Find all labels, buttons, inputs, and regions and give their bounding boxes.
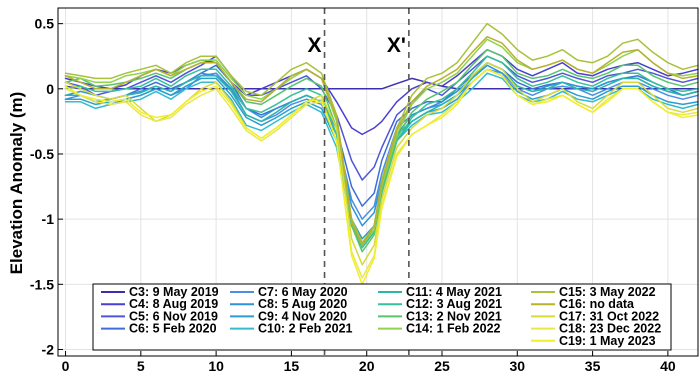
y-tick-label: -2 xyxy=(42,341,55,357)
legend-label: C11: 4 May 2021 xyxy=(406,285,502,299)
legend-label: C10: 2 Feb 2021 xyxy=(258,322,353,336)
x-tick-label: 5 xyxy=(137,358,145,374)
y-axis-label: Elevation Anomaly (m) xyxy=(7,92,26,275)
legend-label: C14: 1 Feb 2022 xyxy=(406,322,501,336)
legend-label: C19: 1 May 2023 xyxy=(559,334,656,348)
x-tick-label: 20 xyxy=(359,358,375,374)
marker-label: X xyxy=(308,34,322,57)
x-tick-label: 30 xyxy=(510,358,526,374)
x-tick-label: 15 xyxy=(284,358,300,374)
legend-label: C16: no data xyxy=(559,297,635,311)
x-tick-label: 25 xyxy=(434,358,450,374)
legend-label: C12: 3 Aug 2021 xyxy=(406,297,502,311)
y-tick-label: 0 xyxy=(46,81,54,97)
y-tick-label: -1.5 xyxy=(30,276,54,292)
legend-label: C9: 4 Nov 2020 xyxy=(258,309,347,323)
x-tick-label: 40 xyxy=(660,358,676,374)
legend-label: C8: 5 Aug 2020 xyxy=(258,297,347,311)
plot-frame xyxy=(57,7,699,357)
series-line xyxy=(64,68,699,286)
legend-label: C5: 6 Nov 2019 xyxy=(129,309,218,323)
y-tick-label: -1 xyxy=(42,211,55,227)
legend-label: C3: 9 May 2019 xyxy=(129,285,219,299)
series-line xyxy=(64,55,699,181)
series-line xyxy=(64,48,699,253)
x-tick-label: 35 xyxy=(585,358,601,374)
series-lines xyxy=(64,22,699,286)
legend-label: C18: 23 Dec 2022 xyxy=(559,322,661,336)
legend-label: C4: 8 Aug 2019 xyxy=(129,297,218,311)
axis-ticks: 0 5 10 15 20 25 30 35 40 0.5 0 -0.5 -1 -1.5 -2 xyxy=(30,16,676,374)
legend-label: C15: 3 May 2022 xyxy=(559,285,656,299)
x-tick-label: 0 xyxy=(62,358,70,374)
y-tick-label: -0.5 xyxy=(30,146,54,162)
y-tick-label: 0.5 xyxy=(35,16,55,32)
legend-label: C6: 5 Feb 2020 xyxy=(129,322,217,336)
legend-label: C17: 31 Oct 2022 xyxy=(559,309,659,323)
series-line xyxy=(64,35,699,246)
legend-label: C13: 2 Nov 2021 xyxy=(406,309,502,323)
x-tick-label: 10 xyxy=(208,358,224,374)
legend-label: C7: 6 May 2020 xyxy=(258,285,348,299)
marker-label: X' xyxy=(387,34,406,57)
